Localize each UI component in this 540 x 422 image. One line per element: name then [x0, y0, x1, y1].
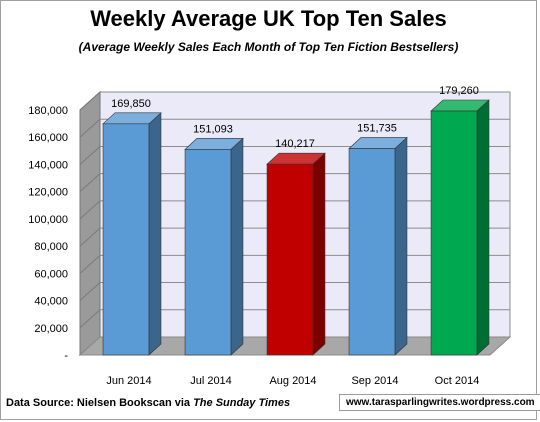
data-label: 169,850: [111, 98, 151, 110]
data-source-label: Data Source: Nielsen Bookscan via: [6, 397, 194, 409]
gridline: [79, 173, 101, 193]
y-tick-label: 140,000: [28, 159, 68, 171]
y-tick-label: 180,000: [28, 105, 68, 117]
bar-side: [148, 112, 162, 356]
bar-side: [312, 152, 326, 356]
gridline: [79, 146, 101, 165]
y-tick-label: 60,000: [34, 268, 68, 280]
x-tick-label: Aug 2014: [269, 375, 316, 387]
bar: [430, 110, 478, 356]
data-source-publication: The Sunday Times: [193, 397, 291, 409]
gridline: [79, 282, 101, 301]
gridline: [79, 118, 101, 138]
y-tick-label: 100,000: [28, 214, 68, 226]
x-tick-label: Sep 2014: [351, 375, 398, 387]
website-url: www.tarasparlingwrites.wordpress.com: [339, 394, 540, 411]
gridline: [79, 254, 101, 274]
gridline: [79, 91, 101, 111]
y-tick-label: 160,000: [28, 132, 68, 144]
y-tick-label: 120,000: [28, 187, 68, 199]
x-tick-label: Jul 2014: [190, 375, 232, 387]
y-tick-label: 40,000: [34, 296, 68, 308]
x-tick-label: Jun 2014: [106, 375, 151, 387]
bar: [348, 148, 396, 356]
bar: [102, 123, 150, 356]
gridline: [79, 200, 101, 220]
gridline: [79, 227, 101, 247]
bar-side: [230, 137, 244, 356]
bar-side: [394, 136, 408, 356]
chart-title: Weekly Average UK Top Ten Sales: [90, 6, 447, 31]
data-source-note: Data Source: Nielsen Bookscan via The Su…: [6, 397, 290, 409]
data-label: 151,093: [193, 123, 233, 135]
bar: [184, 149, 232, 356]
data-label: 179,260: [439, 85, 479, 97]
bar-side: [476, 99, 490, 356]
data-label: 151,735: [357, 122, 397, 134]
y-tick-label: -: [64, 350, 68, 362]
gridline: [79, 309, 101, 329]
bar: [266, 163, 314, 356]
x-tick-label: Oct 2014: [435, 375, 480, 387]
y-tick-label: 80,000: [34, 241, 68, 253]
y-tick-label: 20,000: [34, 323, 68, 335]
data-label: 140,217: [275, 138, 315, 150]
side-wall: [79, 90, 101, 357]
chart-subtitle: (Average Weekly Sales Each Month of Top …: [78, 40, 459, 54]
